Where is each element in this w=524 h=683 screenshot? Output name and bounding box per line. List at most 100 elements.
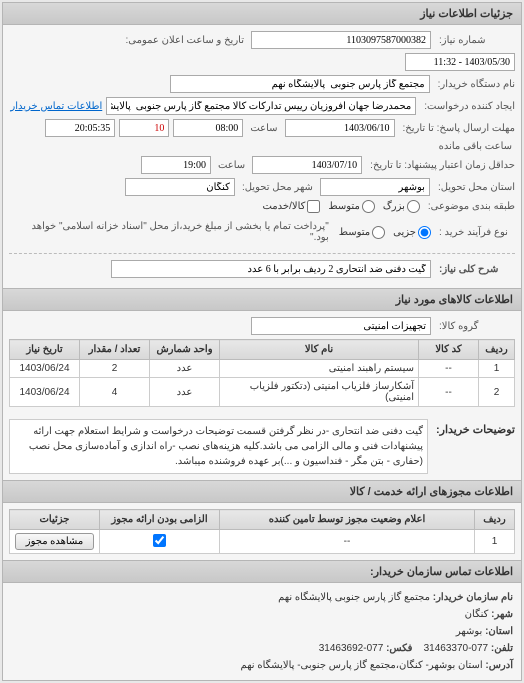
- need-field[interactable]: [111, 260, 431, 278]
- goods-table: ردیف کد کالا نام کالا واحد شمارش تعداد /…: [9, 339, 515, 407]
- buyer-label: نام دستگاه خریدار:: [434, 79, 515, 90]
- radio-large[interactable]: بزرگ: [383, 200, 420, 213]
- contact-box: نام سازمان خریدار: مجتمع گاز پارس جنوبی …: [3, 583, 521, 680]
- radio-g2-label: متوسط: [339, 227, 370, 238]
- pay-label: نوع فرآیند خرید :: [435, 227, 515, 238]
- row-pay: نوع فرآیند خرید : جزیی متوسط "پرداخت تما…: [9, 217, 515, 247]
- remain-days-field: [119, 119, 169, 137]
- deadline-date-field[interactable]: [285, 119, 395, 137]
- check-service-input[interactable]: [307, 200, 320, 213]
- budget-label: طبقه بندی موضوعی:: [424, 201, 515, 212]
- row-deadline: مهلت ارسال پاسخ: تا تاریخ: ساعت ساعت باق…: [9, 119, 515, 152]
- contact-phone-line: تلفن: 077-31463370 فکس: 077-31463692: [11, 640, 513, 657]
- contact-city-value: کنگان: [465, 609, 489, 620]
- table-cell: 1403/06/24: [10, 378, 80, 407]
- contact-fax-value: 077-31463692: [319, 643, 384, 654]
- lic-cell-required: [100, 530, 220, 554]
- deadline-time-field[interactable]: [173, 119, 243, 137]
- row-location: استان محل تحویل: شهر محل تحویل:: [9, 178, 515, 196]
- check-service-label: کالا/خدمت: [262, 201, 305, 212]
- radio-g1-input[interactable]: [418, 226, 431, 239]
- budget-radio-group: بزرگ متوسط کالا/خدمت: [262, 200, 419, 213]
- req-no-label: شماره نیاز:: [435, 35, 515, 46]
- form-body: شماره نیاز: تاریخ و ساعت اعلان عمومی: نا…: [3, 25, 521, 288]
- table-cell: 4: [80, 378, 150, 407]
- goods-header-row: ردیف کد کالا نام کالا واحد شمارش تعداد /…: [10, 340, 515, 360]
- col-unit: واحد شمارش: [150, 340, 220, 360]
- remain-label: ساعت باقی مانده: [436, 141, 515, 152]
- contact-addr-line: آدرس: استان بوشهر- کنگان،مجتمع گاز پارس …: [11, 657, 513, 674]
- pay-radio-group: جزیی متوسط: [339, 226, 431, 239]
- radio-g2-input[interactable]: [372, 226, 385, 239]
- group-field[interactable]: [251, 317, 431, 335]
- province-label: استان محل تحویل:: [434, 182, 515, 193]
- row-buyer: نام دستگاه خریدار:: [9, 75, 515, 93]
- contact-fax-label: فکس:: [386, 643, 412, 654]
- table-cell: 2: [479, 378, 515, 407]
- table-cell: آشکارساز فلزیاب امنیتی (دتکتور فلزیاب ام…: [220, 378, 419, 407]
- radio-g2[interactable]: متوسط: [339, 226, 385, 239]
- creator-field[interactable]: [106, 97, 416, 115]
- contact-province-value: بوشهر: [456, 626, 482, 637]
- time-label-1: ساعت: [247, 123, 280, 134]
- lic-cell-status: --: [220, 530, 475, 554]
- lic-cell-row: 1: [475, 530, 515, 554]
- contact-addr-label: آدرس:: [485, 660, 513, 671]
- contact-province-line: استان: بوشهر: [11, 623, 513, 640]
- table-cell: --: [419, 378, 479, 407]
- city-label: شهر محل تحویل:: [239, 182, 316, 193]
- contact-org-value: مجتمع گاز پارس جنوبی پالایشگاه نهم: [278, 592, 430, 603]
- province-field[interactable]: [320, 178, 430, 196]
- city-field[interactable]: [125, 178, 235, 196]
- table-row: 1--سیستم راهبند امنیتیعدد21403/06/24: [10, 360, 515, 378]
- description-label: توضیحات خریدار:: [436, 419, 515, 474]
- lic-col-status: اعلام وضعیت مجوز توسط تامین کننده: [220, 510, 475, 530]
- table-cell: --: [419, 360, 479, 378]
- deadline-label: مهلت ارسال پاسخ: تا تاریخ:: [399, 123, 515, 134]
- license-table: ردیف اعلام وضعیت مجوز توسط تامین کننده ا…: [9, 509, 515, 554]
- radio-g1[interactable]: جزیی: [393, 226, 431, 239]
- row-req-no: شماره نیاز: تاریخ و ساعت اعلان عمومی:: [9, 31, 515, 71]
- table-row: 2--آشکارساز فلزیاب امنیتی (دتکتور فلزیاب…: [10, 378, 515, 407]
- datetime-field[interactable]: [405, 53, 515, 71]
- contact-addr-value: استان بوشهر- کنگان،مجتمع گاز پارس جنوبی-…: [241, 660, 483, 671]
- row-validity: حداقل زمان اعتبار پیشنهاد: تا تاریخ: ساع…: [9, 156, 515, 174]
- goods-section-header: اطلاعات کالاهای مورد نیاز: [3, 288, 521, 311]
- view-license-button[interactable]: مشاهده مجوز: [15, 533, 94, 550]
- table-cell: 1: [479, 360, 515, 378]
- contact-phone-label: تلفن:: [491, 643, 513, 654]
- row-group: گروه کالا:: [9, 317, 515, 335]
- goods-body: گروه کالا: ردیف کد کالا نام کالا واحد شم…: [3, 311, 521, 413]
- license-header-row: ردیف اعلام وضعیت مجوز توسط تامین کننده ا…: [10, 510, 515, 530]
- radio-medium[interactable]: متوسط: [328, 200, 374, 213]
- col-row: ردیف: [479, 340, 515, 360]
- radio-g1-label: جزیی: [393, 227, 416, 238]
- contact-phone-value: 077-31463370: [424, 643, 489, 654]
- radio-medium-input[interactable]: [362, 200, 375, 213]
- lic-col-details: جزئیات: [10, 510, 100, 530]
- remain-time-field: [45, 119, 115, 137]
- lic-required-checkbox[interactable]: [153, 534, 166, 547]
- check-service[interactable]: کالا/خدمت: [262, 200, 320, 213]
- table-cell: 1403/06/24: [10, 360, 80, 378]
- table-cell: 2: [80, 360, 150, 378]
- contact-link[interactable]: اطلاعات تماس خریدار: [10, 101, 102, 112]
- contact-city-line: شهر: کنگان: [11, 606, 513, 623]
- valid-date-field[interactable]: [252, 156, 362, 174]
- radio-large-input[interactable]: [407, 200, 420, 213]
- details-panel: جزئیات اطلاعات نیاز شماره نیاز: تاریخ و …: [2, 2, 522, 681]
- contact-section-header: اطلاعات تماس سازمان خریدار:: [3, 560, 521, 583]
- req-no-field[interactable]: [251, 31, 431, 49]
- buyer-field[interactable]: [170, 75, 430, 93]
- valid-time-field[interactable]: [141, 156, 211, 174]
- radio-medium-label: متوسط: [328, 201, 359, 212]
- lic-cell-details: مشاهده مجوز: [10, 530, 100, 554]
- table-cell: سیستم راهبند امنیتی: [220, 360, 419, 378]
- license-section-header: اطلاعات مجوزهای ارائه خدمت / کالا: [3, 480, 521, 503]
- col-code: کد کالا: [419, 340, 479, 360]
- datetime-label: تاریخ و ساعت اعلان عمومی:: [123, 35, 248, 46]
- row-need: شرح کلی نیاز:: [9, 260, 515, 278]
- radio-large-label: بزرگ: [383, 201, 405, 212]
- creator-label: ایجاد کننده درخواست:: [420, 101, 515, 112]
- time-label-2: ساعت: [215, 160, 248, 171]
